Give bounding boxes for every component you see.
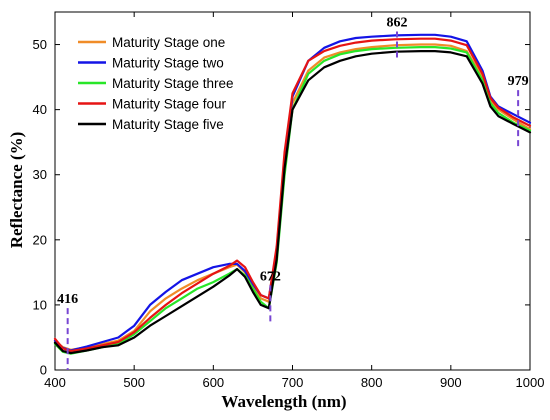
legend-label: Maturity Stage four	[112, 97, 227, 112]
y-tick-label: 10	[33, 297, 47, 312]
legend: Maturity Stage one Maturity Stage two Matu…	[78, 35, 234, 132]
tick-layer: 400 500 600 700 800 900 1000 0 10 20 30 40 50	[33, 12, 545, 390]
x-tick-label: 600	[202, 375, 224, 390]
legend-label: Maturity Stage five	[112, 117, 224, 132]
x-tick-label: 400	[44, 375, 66, 390]
x-tick-label: 1000	[516, 375, 545, 390]
y-tick-label: 20	[33, 232, 47, 247]
annotation-label: 672	[260, 269, 281, 284]
series-line-4	[53, 37, 532, 353]
y-tick-label: 40	[33, 102, 47, 117]
series-layer	[53, 33, 532, 355]
y-tick-label: 50	[33, 37, 47, 52]
x-tick-label: 800	[361, 375, 383, 390]
series-line-5	[53, 49, 532, 355]
annotation-label: 979	[508, 74, 529, 89]
y-tick-label: 0	[40, 363, 47, 378]
x-tick-label: 500	[123, 375, 145, 390]
legend-label: Maturity Stage three	[112, 76, 234, 91]
x-axis-title: Wavelength (nm)	[221, 392, 346, 411]
x-tick-label: 700	[282, 375, 304, 390]
annotation-label: 862	[387, 16, 408, 31]
annotation-layer: 416 672 862 979	[57, 16, 529, 370]
x-tick-label: 900	[440, 375, 462, 390]
annotation-label: 416	[57, 292, 78, 307]
y-tick-label: 30	[33, 167, 47, 182]
legend-label: Maturity Stage one	[112, 35, 225, 50]
legend-label: Maturity Stage two	[112, 56, 224, 71]
y-axis-title: Reflectance (%)	[7, 132, 26, 249]
